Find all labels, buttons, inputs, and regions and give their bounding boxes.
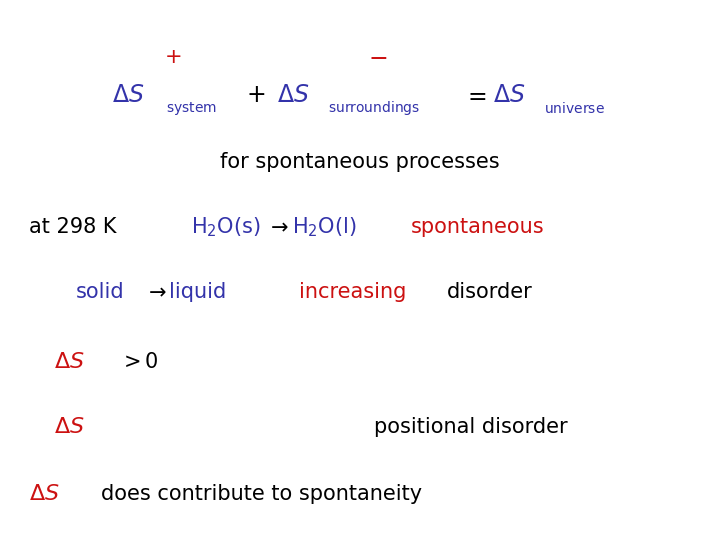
Text: $\rightarrow$: $\rightarrow$ [266,217,289,237]
Text: $\mathrm{system}$: $\mathrm{system}$ [166,99,217,117]
Text: $\mathrm{H_2O(l)}$: $\mathrm{H_2O(l)}$ [292,215,356,239]
Text: $-$: $-$ [369,45,387,69]
Text: for spontaneous processes: for spontaneous processes [220,152,500,172]
Text: spontaneous: spontaneous [410,217,544,237]
Text: does contribute to spontaneity: does contribute to spontaneity [101,484,422,504]
Text: $=$: $=$ [463,83,487,106]
Text: $\mathrm{universe}$: $\mathrm{universe}$ [544,100,606,116]
Text: $\mathrm{H_2O(s)}$: $\mathrm{H_2O(s)}$ [191,215,261,239]
Text: $\Delta S$: $\Delta S$ [112,83,144,106]
Text: solid: solid [76,281,125,302]
Text: $\Delta S$: $\Delta S$ [29,484,60,504]
Text: at 298 K: at 298 K [29,217,117,237]
Text: disorder: disorder [446,281,532,302]
Text: liquid: liquid [169,281,227,302]
Text: $+$: $+$ [246,83,265,106]
Text: $\Delta S$: $\Delta S$ [54,352,85,372]
Text: $+$: $+$ [164,46,181,67]
Text: positional disorder: positional disorder [374,416,568,437]
Text: $> 0$: $> 0$ [119,352,158,372]
Text: increasing: increasing [299,281,406,302]
Text: $\mathrm{surroundings}$: $\mathrm{surroundings}$ [328,99,420,117]
Text: $\Delta S$: $\Delta S$ [493,83,526,106]
Text: $\rightarrow$: $\rightarrow$ [143,281,166,302]
Text: $\Delta S$: $\Delta S$ [277,83,310,106]
Text: $\Delta S$: $\Delta S$ [54,416,85,437]
